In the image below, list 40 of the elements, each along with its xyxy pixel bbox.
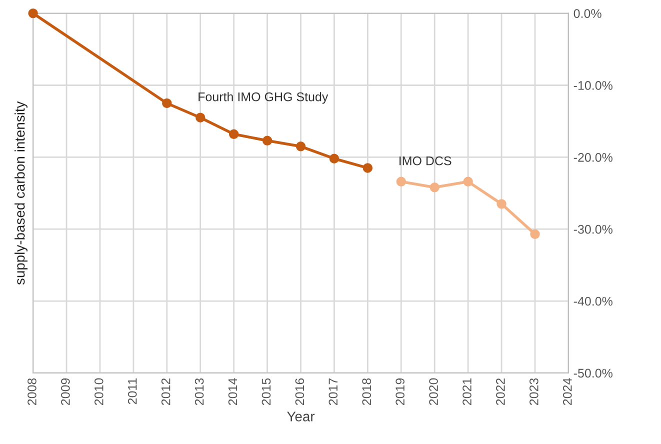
y-tick-label: -20.0%: [574, 152, 612, 162]
x-tick-label: 2014: [228, 378, 238, 405]
x-tick-label: 2023: [530, 378, 538, 405]
point: [262, 136, 272, 146]
point: [530, 229, 540, 239]
x-tick-label: 2017: [328, 378, 338, 405]
x-tick-label: 2015: [262, 378, 271, 405]
y-tick-label: -30.0%: [574, 224, 612, 234]
y-tick-label: -50.0%: [574, 368, 612, 378]
point: [296, 142, 306, 152]
x-tick-label: 2012: [161, 378, 170, 405]
point: [162, 98, 172, 108]
x-tick-label: 2019: [396, 378, 404, 405]
point: [196, 112, 206, 122]
point: [496, 199, 506, 209]
point: [396, 176, 406, 186]
y-tick-label: -40.0%: [574, 296, 612, 306]
y-axis-title: supply-based carbon intensity: [14, 101, 28, 285]
x-tick-label: 2018: [362, 378, 372, 405]
point: [28, 8, 38, 18]
x-tick-label: 2010: [94, 378, 104, 405]
x-tick-label: 2013: [194, 378, 204, 405]
x-tick-label: 2009: [61, 378, 70, 405]
x-tick-label: 2020: [429, 378, 438, 405]
y-tick-label: -10.0%: [574, 81, 612, 90]
annotation: IMO DCS: [400, 156, 452, 166]
x-tick-label: 2024: [562, 378, 572, 405]
point: [228, 129, 239, 140]
point: [329, 154, 340, 164]
x-tick-label: 2011: [128, 378, 137, 404]
x-axis-title: Year: [287, 412, 315, 422]
x-tick-label: 2021: [462, 378, 472, 405]
annotation: Fourth IMO GHG Study: [198, 92, 328, 104]
point: [362, 163, 373, 173]
point: [430, 182, 440, 192]
point: [463, 176, 473, 186]
x-tick-label: 2008: [28, 378, 36, 405]
x-tick-label: 2016: [295, 378, 304, 405]
x-tick-label: 2022: [496, 378, 505, 405]
y-tick-label: 0.0%: [574, 9, 602, 18]
